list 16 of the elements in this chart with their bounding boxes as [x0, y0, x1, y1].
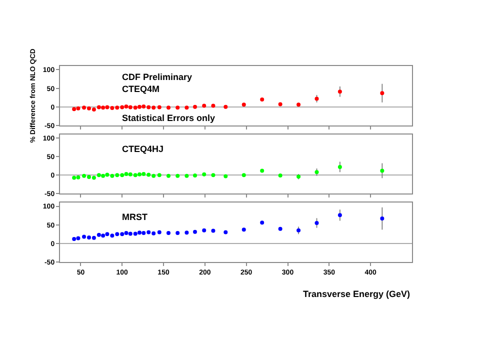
- series-label: MRST: [122, 212, 148, 222]
- point: [380, 168, 384, 173]
- series-label: CTEQ4M: [122, 84, 160, 94]
- point: [380, 216, 384, 221]
- x-axis-title: Transverse Energy (GeV): [303, 289, 410, 299]
- text: CTEQ4HJ: [122, 144, 164, 154]
- point: [338, 213, 342, 218]
- point: [314, 170, 319, 174]
- annotation: CDF Preliminary: [122, 72, 192, 82]
- annotation: Statistical Errors only: [122, 113, 216, 123]
- point: [314, 96, 319, 101]
- point: [338, 90, 342, 94]
- point: [314, 220, 319, 225]
- point: [380, 91, 384, 96]
- point: [296, 228, 301, 232]
- point: [338, 164, 342, 169]
